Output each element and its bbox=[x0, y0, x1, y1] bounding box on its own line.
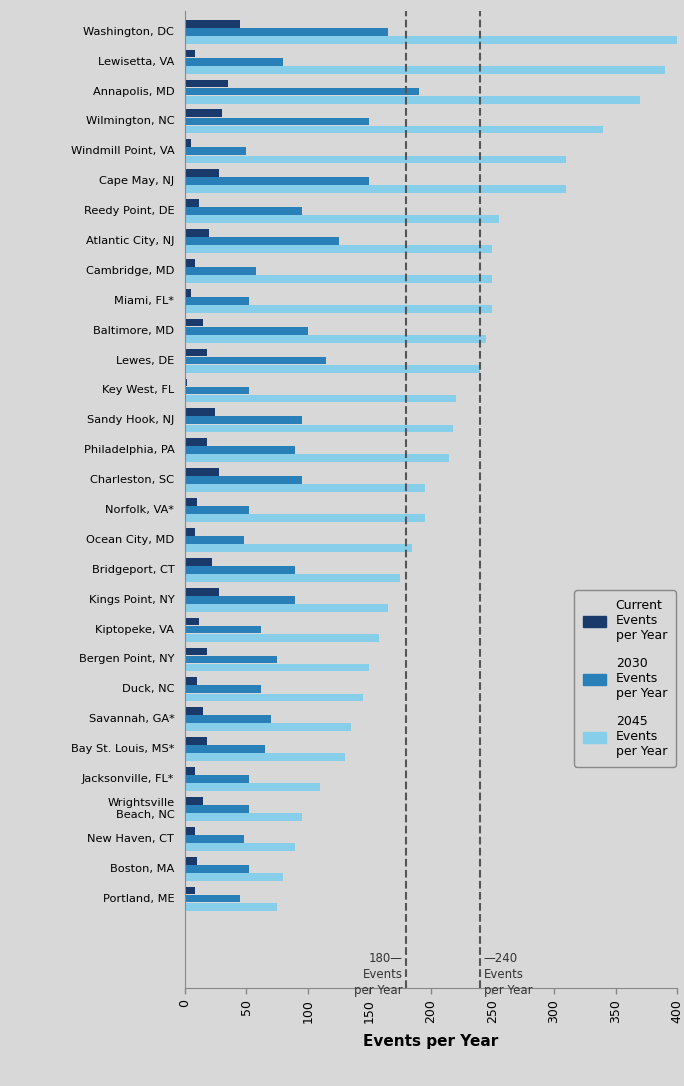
Text: 180—
Events
per Year: 180— Events per Year bbox=[354, 952, 403, 997]
Bar bbox=[185, 558, 212, 566]
Bar bbox=[185, 498, 197, 506]
Bar bbox=[185, 408, 215, 416]
Text: —240
Events
per Year: —240 Events per Year bbox=[484, 952, 532, 997]
Bar bbox=[185, 215, 499, 223]
Bar bbox=[185, 229, 209, 237]
Bar bbox=[185, 656, 277, 664]
Bar bbox=[185, 58, 283, 65]
Bar bbox=[185, 873, 283, 881]
Bar bbox=[185, 416, 302, 425]
Bar bbox=[185, 685, 261, 693]
Bar bbox=[185, 544, 412, 552]
Bar bbox=[185, 318, 203, 327]
Bar bbox=[185, 835, 244, 843]
Bar bbox=[185, 155, 566, 163]
Bar bbox=[185, 66, 665, 74]
Bar bbox=[185, 267, 256, 275]
Bar bbox=[185, 805, 249, 812]
Bar bbox=[185, 425, 453, 432]
Bar bbox=[185, 484, 425, 492]
Bar bbox=[185, 664, 369, 671]
Bar bbox=[185, 275, 492, 282]
Bar bbox=[185, 148, 246, 155]
Bar bbox=[185, 588, 219, 595]
Bar bbox=[185, 723, 351, 731]
Bar bbox=[185, 199, 200, 207]
Bar bbox=[185, 864, 249, 872]
Bar bbox=[185, 528, 194, 535]
Bar bbox=[185, 245, 492, 253]
Bar bbox=[185, 79, 228, 87]
Bar bbox=[185, 305, 492, 313]
Bar bbox=[185, 826, 194, 835]
Bar bbox=[185, 886, 194, 895]
Bar bbox=[185, 20, 240, 27]
Bar bbox=[185, 439, 207, 446]
Bar bbox=[185, 110, 222, 117]
Bar bbox=[185, 446, 295, 454]
Bar bbox=[185, 88, 419, 96]
Bar bbox=[185, 536, 244, 544]
Bar bbox=[185, 716, 271, 723]
Bar bbox=[185, 707, 203, 715]
Bar bbox=[185, 857, 197, 864]
Bar bbox=[185, 169, 219, 177]
Bar bbox=[185, 678, 197, 685]
Bar bbox=[185, 36, 677, 43]
Bar bbox=[185, 387, 249, 394]
Bar bbox=[185, 477, 302, 484]
Bar bbox=[185, 626, 261, 633]
Bar bbox=[185, 694, 363, 702]
Bar bbox=[185, 96, 640, 103]
Bar bbox=[185, 767, 194, 774]
Bar bbox=[185, 296, 249, 305]
Bar bbox=[185, 394, 456, 403]
Bar bbox=[185, 647, 207, 655]
Bar bbox=[185, 207, 302, 215]
Bar bbox=[185, 596, 295, 604]
Bar bbox=[185, 356, 326, 365]
Bar bbox=[185, 574, 400, 582]
Bar bbox=[185, 843, 295, 850]
Bar bbox=[185, 634, 379, 642]
Bar bbox=[185, 566, 295, 573]
Bar bbox=[185, 289, 191, 296]
Bar bbox=[185, 813, 302, 821]
Bar bbox=[185, 754, 345, 761]
Bar bbox=[185, 902, 277, 910]
Bar bbox=[185, 895, 240, 902]
Legend: Current
Events
per Year, 2030
Events
per Year, 2045
Events
per Year: Current Events per Year, 2030 Events per… bbox=[575, 591, 676, 767]
Bar bbox=[185, 28, 388, 36]
Bar bbox=[185, 454, 449, 463]
Bar bbox=[185, 379, 187, 387]
Bar bbox=[185, 334, 486, 343]
Bar bbox=[185, 327, 308, 334]
Bar bbox=[185, 618, 200, 626]
Bar bbox=[185, 258, 194, 267]
Bar bbox=[185, 139, 191, 148]
Bar bbox=[185, 604, 388, 611]
Bar bbox=[185, 186, 566, 193]
Bar bbox=[185, 783, 320, 791]
Bar bbox=[185, 50, 194, 58]
Bar bbox=[185, 349, 207, 356]
Bar bbox=[185, 117, 369, 125]
Bar bbox=[185, 514, 425, 522]
Bar bbox=[185, 745, 265, 753]
X-axis label: Events per Year: Events per Year bbox=[363, 1034, 499, 1049]
Bar bbox=[185, 237, 339, 245]
Bar bbox=[185, 468, 219, 476]
Bar bbox=[185, 365, 480, 372]
Bar bbox=[185, 126, 603, 134]
Bar bbox=[185, 797, 203, 805]
Bar bbox=[185, 506, 249, 514]
Bar bbox=[185, 737, 207, 745]
Bar bbox=[185, 177, 369, 185]
Bar bbox=[185, 775, 249, 783]
